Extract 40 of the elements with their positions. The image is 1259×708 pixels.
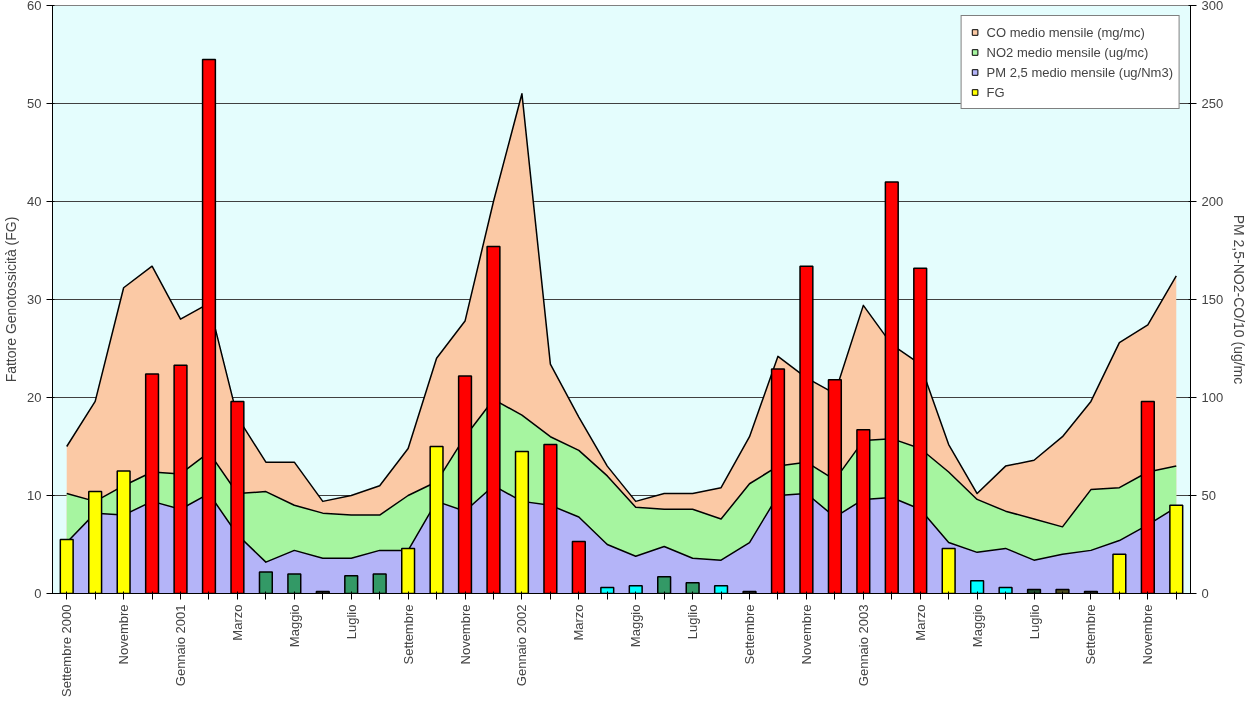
- legend-label: CO medio mensile (mg/mc): [986, 24, 1145, 40]
- y2-tick-label: 150: [1201, 292, 1224, 307]
- x-tick-label: Luglio: [343, 604, 359, 640]
- y2-tick-label: 100: [1201, 390, 1224, 405]
- y-tick-label: 30: [27, 292, 42, 307]
- x-tick-label: Novembre: [1140, 604, 1156, 665]
- x-tick-label: Settembre 2000: [59, 604, 75, 697]
- x-tick-label: Maggio: [286, 604, 302, 648]
- legend-label: FG: [986, 84, 1006, 100]
- y2-tick-label: 50: [1201, 488, 1216, 503]
- x-tick-label: Novembre: [116, 604, 132, 665]
- y2-axis-title: PM 2,5-NO2-CO/10 (ug/mc: [1231, 214, 1248, 385]
- y-tick-label: 40: [27, 194, 42, 209]
- x-tick-label: Gennaio 2003: [855, 604, 871, 687]
- legend-label: PM 2,5 medio mensile (ug/Nm3): [986, 64, 1173, 80]
- x-tick-label: Maggio: [969, 604, 985, 648]
- x-tick-label: Marzo: [912, 604, 928, 641]
- y2-tick-label: 200: [1201, 194, 1224, 209]
- x-tick-label: Novembre: [798, 604, 814, 665]
- y-tick-label: 50: [27, 96, 42, 111]
- y-tick-label: 60: [27, 0, 42, 13]
- x-tick-label: Settembre: [742, 604, 758, 665]
- legend-label: NO2 medio mensile (ug/mc): [986, 44, 1149, 60]
- y-axis-title: Fattore Genotossicità (FG): [3, 216, 20, 383]
- y2-tick-label: 250: [1201, 96, 1224, 111]
- x-tick-label: Novembre: [457, 604, 473, 665]
- x-tick-label: Settembre: [400, 604, 416, 665]
- x-tick-label: Marzo: [571, 604, 587, 641]
- y-tick-label: 20: [27, 390, 42, 405]
- y-tick-label: 10: [27, 488, 42, 503]
- y2-tick-label: 0: [1201, 586, 1209, 601]
- x-tick-label: Marzo: [229, 604, 245, 641]
- x-tick-label: Gennaio 2001: [173, 604, 189, 687]
- x-tick-label: Gennaio 2002: [514, 604, 530, 687]
- y2-tick-label: 300: [1201, 0, 1224, 13]
- x-tick-label: Settembre: [1083, 604, 1099, 665]
- x-tick-label: Luglio: [685, 604, 701, 640]
- x-tick-label: Luglio: [1026, 604, 1042, 640]
- x-tick-label: Maggio: [628, 604, 644, 648]
- y-tick-label: 0: [34, 586, 42, 601]
